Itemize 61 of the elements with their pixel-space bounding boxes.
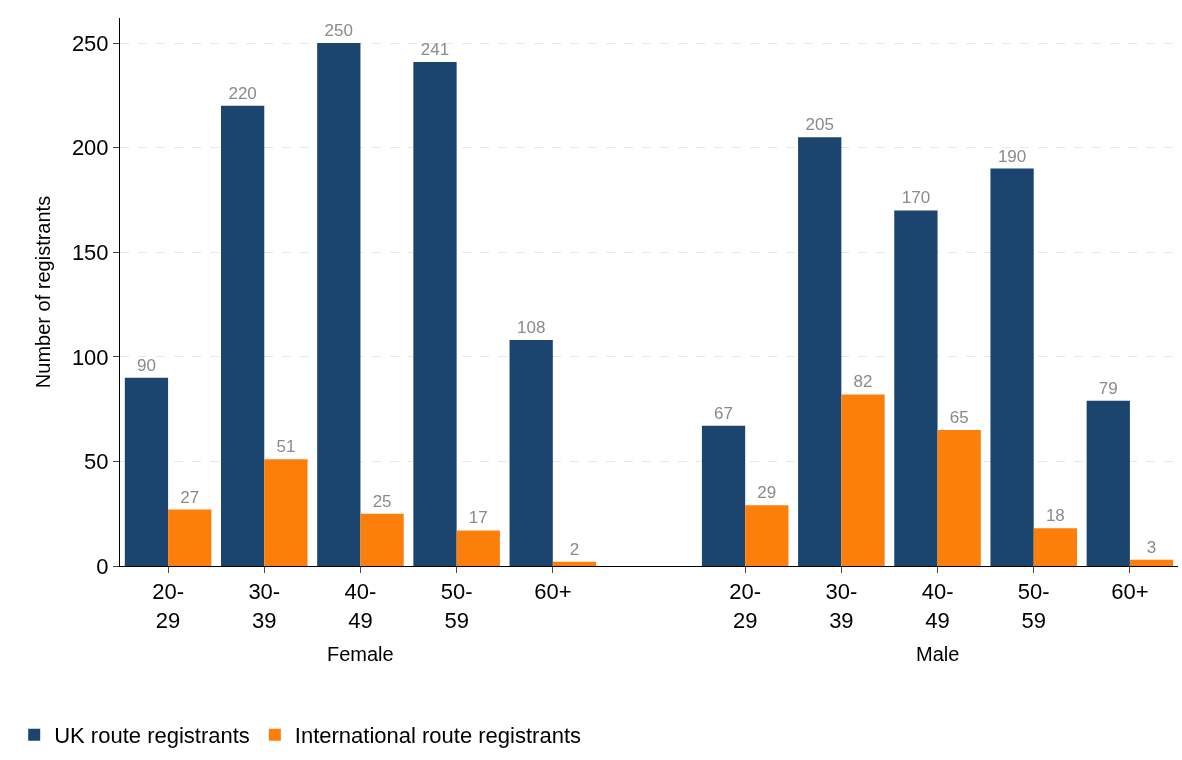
bar [937, 430, 981, 566]
legend-label: International route registrants [294, 723, 582, 749]
x-tick-label: 50-59 [1017, 579, 1050, 633]
bar [264, 459, 308, 566]
bar [745, 505, 789, 566]
bar [841, 394, 885, 566]
y-tick-label: 250 [71, 30, 109, 56]
y-tick-label: 200 [71, 135, 109, 161]
bar [456, 530, 500, 566]
data-label: 17 [468, 508, 488, 528]
bar [360, 513, 404, 566]
text: Female [327, 643, 394, 665]
data-label: 65 [949, 408, 969, 428]
data-label: 250 [324, 21, 353, 41]
data-label: 170 [901, 188, 931, 208]
bar [701, 425, 746, 566]
y-tick-label: 50 [84, 449, 109, 475]
data-label: 90 [136, 355, 156, 375]
y-axis-title: Number of registrants [32, 195, 55, 389]
data-label: 190 [997, 146, 1027, 166]
bar [894, 210, 938, 566]
bar [552, 561, 597, 566]
bar [1033, 528, 1078, 566]
y-tick-label: 0 [96, 553, 109, 579]
bar [168, 509, 212, 566]
data-label: 79 [1098, 378, 1118, 398]
text: Male [916, 643, 960, 665]
bar [990, 168, 1034, 566]
x-tick-label: 60+ [534, 579, 572, 605]
x-tick-label: 30-39 [248, 579, 281, 633]
data-label: 220 [228, 83, 257, 103]
data-label: 51 [276, 437, 296, 457]
data-label: 3 [1146, 537, 1157, 557]
data-label: 2 [569, 539, 580, 559]
data-label: 29 [757, 483, 777, 503]
data-label: 25 [372, 491, 392, 511]
bar [220, 105, 265, 566]
bar [1129, 559, 1174, 566]
data-label: 82 [853, 372, 873, 392]
bar [1086, 400, 1130, 566]
x-tick-label: 20-29 [152, 579, 184, 633]
x-tick-label: 40-49 [344, 579, 377, 633]
legend-label: UK route registrants [54, 723, 250, 749]
x-tick-label: 50-59 [440, 579, 473, 633]
data-label: 27 [180, 487, 200, 507]
data-label: 108 [516, 318, 546, 338]
bar [798, 137, 842, 566]
data-label: 67 [714, 403, 733, 423]
bar [509, 340, 553, 566]
y-tick-label: 100 [71, 344, 109, 370]
data-label: 241 [420, 39, 450, 59]
data-label: 18 [1045, 506, 1065, 526]
data-label: 205 [805, 115, 834, 135]
bar [124, 377, 169, 566]
bar [413, 61, 457, 566]
y-tick-label: 150 [71, 239, 109, 265]
bar [317, 43, 361, 566]
x-tick-label: 20-29 [729, 579, 762, 633]
x-tick-label: 30-39 [825, 579, 858, 633]
x-tick-label: 40-49 [921, 579, 954, 633]
x-tick-label: 60+ [1111, 579, 1149, 605]
